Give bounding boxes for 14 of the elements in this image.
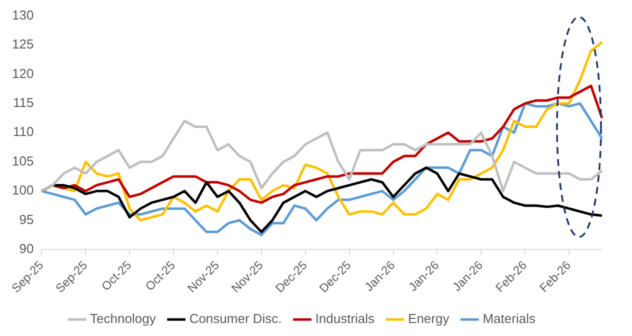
legend-label: Industrials bbox=[315, 311, 376, 326]
y-tick-label: 105 bbox=[12, 153, 34, 168]
legend-label: Energy bbox=[408, 311, 450, 326]
y-tick-label: 100 bbox=[12, 182, 34, 198]
legend-label: Consumer Disc. bbox=[189, 311, 282, 326]
y-tick-label: 130 bbox=[12, 7, 34, 22]
y-tick-label: 90 bbox=[19, 241, 34, 256]
legend-label: Technology bbox=[90, 311, 156, 326]
y-tick-label: 115 bbox=[12, 95, 34, 110]
y-tick-label: 125 bbox=[12, 36, 34, 52]
y-tick-label: 110 bbox=[12, 124, 34, 140]
y-tick-label: 120 bbox=[12, 66, 34, 81]
legend-label: Materials bbox=[482, 311, 536, 326]
y-tick-label: 95 bbox=[19, 212, 34, 227]
